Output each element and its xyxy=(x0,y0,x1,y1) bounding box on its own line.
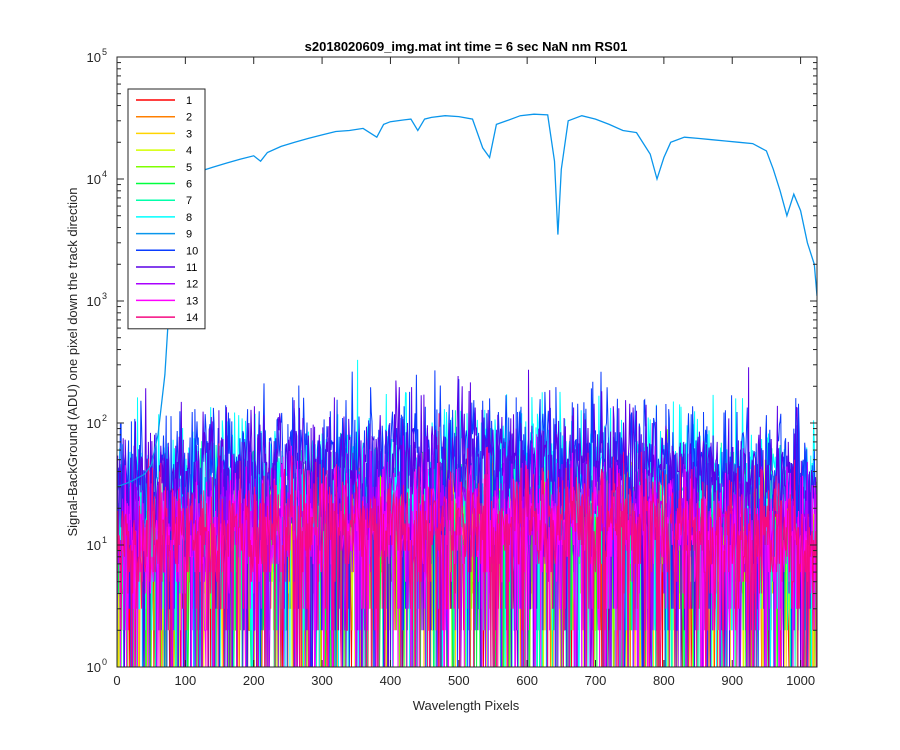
y-tick-exponent: 2 xyxy=(102,413,107,423)
y-tick-base: 10 xyxy=(87,172,101,187)
y-tick-label: 10 xyxy=(87,538,101,553)
y-tick-base: 10 xyxy=(87,538,101,553)
y-tick-base: 10 xyxy=(87,660,101,675)
axes-box xyxy=(116,56,818,668)
legend-label-13: 13 xyxy=(186,295,198,307)
legend-label-3: 3 xyxy=(186,128,192,140)
y-tick-base: 10 xyxy=(87,50,101,65)
y-tick-label: 10 xyxy=(87,172,101,187)
legend-label-7: 7 xyxy=(186,195,192,207)
x-tick-label: 400 xyxy=(380,673,402,688)
legend-label-6: 6 xyxy=(186,179,192,191)
x-tick-label: 800 xyxy=(653,673,675,688)
series-line-9 xyxy=(117,113,817,488)
legend-label-10: 10 xyxy=(186,245,198,257)
y-tick-exponent: 0 xyxy=(102,657,107,667)
y-tick-label: 10 xyxy=(87,416,101,431)
y-tick-exponent: 3 xyxy=(102,291,107,301)
legend-label-1: 1 xyxy=(186,95,192,107)
x-tick-label: 0 xyxy=(113,673,120,688)
series-line-14 xyxy=(117,413,817,667)
y-axis-label: Signal-BackGround (ADU) one pixel down t… xyxy=(65,187,80,536)
y-tick-exponent: 1 xyxy=(102,535,107,545)
y-tick-exponent: 5 xyxy=(102,47,107,57)
x-tick-label: 500 xyxy=(448,673,470,688)
y-tick-base: 10 xyxy=(87,416,101,431)
x-tick-label: 200 xyxy=(243,673,265,688)
x-tick-label: 900 xyxy=(721,673,743,688)
x-tick-label: 300 xyxy=(311,673,333,688)
y-tick-base: 10 xyxy=(87,294,101,309)
legend-label-9: 9 xyxy=(186,229,192,241)
x-tick-label: 600 xyxy=(516,673,538,688)
series-line-11 xyxy=(117,367,817,667)
legend-label-5: 5 xyxy=(186,162,192,174)
legend-label-14: 14 xyxy=(186,312,198,324)
chart-title: s2018020609_img.mat int time = 6 sec NaN… xyxy=(305,39,628,54)
x-tick-label: 1000 xyxy=(786,673,815,688)
x-tick-label: 100 xyxy=(175,673,197,688)
series-layer xyxy=(117,113,817,667)
legend-label-2: 2 xyxy=(186,112,192,124)
legend-box xyxy=(127,88,206,330)
legend-label-4: 4 xyxy=(186,145,192,157)
legend-label-11: 11 xyxy=(186,262,197,274)
y-tick-label: 10 xyxy=(87,294,101,309)
y-tick-exponent: 4 xyxy=(102,169,107,179)
legend-label-8: 8 xyxy=(186,212,192,224)
x-tick-label: 700 xyxy=(585,673,607,688)
y-tick-label: 10 xyxy=(87,660,101,675)
y-tick-label: 10 xyxy=(87,50,101,65)
legend-label-12: 12 xyxy=(186,279,198,291)
x-axis-label: Wavelength Pixels xyxy=(413,698,520,713)
